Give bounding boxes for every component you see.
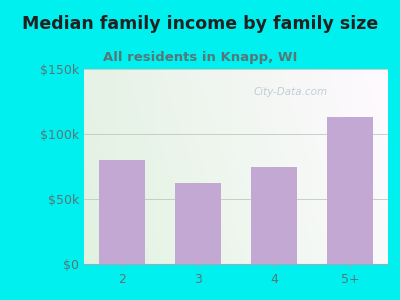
Bar xyxy=(327,117,373,264)
Bar xyxy=(99,160,145,264)
Text: Median family income by family size: Median family income by family size xyxy=(22,15,378,33)
Text: All residents in Knapp, WI: All residents in Knapp, WI xyxy=(103,51,297,64)
Bar xyxy=(175,183,221,264)
Text: City-Data.com: City-Data.com xyxy=(254,87,328,98)
Bar xyxy=(251,167,297,264)
